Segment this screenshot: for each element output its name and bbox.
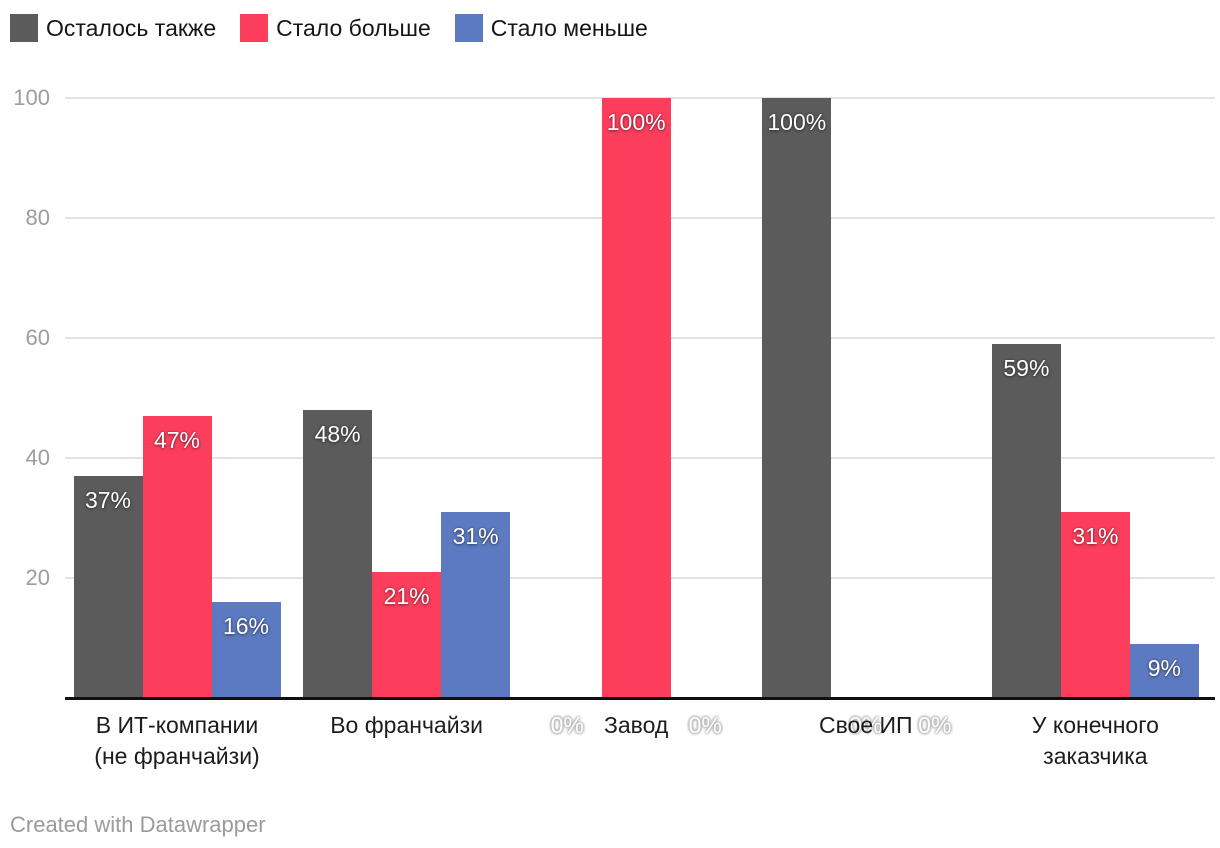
bar-value-label: 100%: [767, 109, 827, 135]
bar-value-label: 48%: [314, 421, 361, 447]
bar: [762, 98, 832, 698]
x-axis-line: [65, 697, 1215, 700]
legend-item: Осталось также: [10, 14, 216, 42]
bar: [372, 572, 442, 698]
y-axis-tick-label: 100: [13, 85, 50, 110]
legend: Осталось также Стало больше Стало меньше: [10, 14, 648, 42]
zero-value-label: 0%: [688, 712, 722, 738]
bar-value-label: 59%: [1003, 355, 1050, 381]
bar: [441, 512, 511, 698]
bar: [142, 416, 212, 698]
zero-value-label: 0%: [550, 712, 584, 738]
legend-swatch: [240, 14, 269, 42]
legend-swatch: [10, 14, 38, 42]
bar-value-label: 21%: [383, 583, 430, 609]
legend-swatch: [454, 14, 483, 42]
category-label: Свое ИП: [818, 712, 913, 738]
bar: [1060, 512, 1130, 698]
y-axis-tick-label: 80: [25, 205, 50, 230]
legend-item: Стало меньше: [454, 14, 648, 42]
y-axis-tick-label: 40: [25, 445, 50, 470]
y-axis-tick-label: 20: [25, 565, 50, 590]
zero-value-label: 0%: [849, 712, 883, 738]
bar: [303, 410, 373, 698]
bar: [601, 98, 671, 698]
bar-value-label: 16%: [222, 613, 270, 639]
bar: [991, 344, 1061, 698]
datawrapper-credit: Created with Datawrapper: [10, 812, 266, 837]
legend-label: Стало меньше: [490, 15, 648, 41]
bar: [211, 602, 281, 698]
category-label: В ИТ-компании (не франчайзи): [94, 712, 260, 769]
bar-value-label: 9%: [1147, 655, 1182, 681]
bar: [73, 476, 143, 698]
bar-value-label: 37%: [84, 487, 132, 513]
bar-value-label: 31%: [452, 523, 499, 549]
y-axis-tick-label: 60: [25, 325, 50, 350]
category-label: Завод: [604, 712, 669, 738]
bar-value-label: 31%: [1072, 523, 1119, 549]
legend-label: Осталось также: [46, 15, 217, 41]
category-label: Во франчайзи: [330, 712, 483, 738]
category-label: У конечного заказчика: [1031, 712, 1159, 769]
legend-item: Стало больше: [240, 14, 431, 42]
bar-value-label: 47%: [153, 427, 201, 453]
zero-value-label: 0%: [918, 712, 952, 738]
bar: [1129, 644, 1199, 698]
legend-label: Стало больше: [276, 15, 431, 41]
bar-value-label: 100%: [606, 109, 666, 135]
